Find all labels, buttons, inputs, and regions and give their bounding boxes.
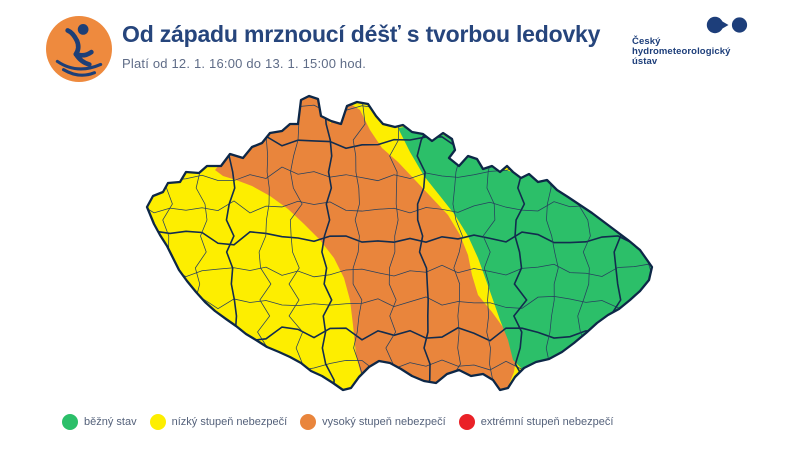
legend: běžný stav nízký stupeň nebezpečí vysoký… xyxy=(62,414,613,430)
red-dot-icon xyxy=(458,414,475,430)
person-leg-down xyxy=(73,51,92,67)
chmu-logo: Český hydrometeorologický ústav xyxy=(632,16,760,67)
logo-line-2: hydrometeorologický xyxy=(632,46,731,57)
legend-item-orange: vysoký stupeň nebezpečí xyxy=(300,414,446,430)
legend-item-red: extrémní stupeň nebezpečí xyxy=(458,414,614,430)
logo-line-3: ústav xyxy=(632,56,658,67)
legend-label: běžný stav xyxy=(84,416,137,428)
page-title: Od západu mrznoucí déšť s tvorbou ledovk… xyxy=(122,21,601,47)
validity-period: Platí od 12. 1. 16:00 do 13. 1. 15:00 ho… xyxy=(122,56,367,71)
yellow-dot-icon xyxy=(149,414,166,430)
legend-label: extrémní stupeň nebezpečí xyxy=(480,416,614,428)
chmu-logo-text: Český hydrometeorologický ústav xyxy=(632,37,760,67)
slipping-person-icon xyxy=(65,28,94,67)
warning-icon xyxy=(46,16,112,82)
green-dot-icon xyxy=(62,414,78,430)
chmu-logo-mark-icon xyxy=(632,16,760,34)
legend-item-yellow: nízký stupeň nebezpečí xyxy=(149,414,288,430)
logo-line-1: Český xyxy=(632,36,661,47)
ice-swoosh-icon xyxy=(55,59,103,77)
orange-dot-icon xyxy=(300,414,317,430)
legend-label: nízký stupeň nebezpečí xyxy=(171,416,288,428)
legend-item-green: běžný stav xyxy=(62,414,137,430)
legend-label: vysoký stupeň nebezpečí xyxy=(322,416,446,428)
person-head xyxy=(77,24,89,35)
header: Od západu mrznoucí déšť s tvorbou ledovk… xyxy=(122,21,600,71)
